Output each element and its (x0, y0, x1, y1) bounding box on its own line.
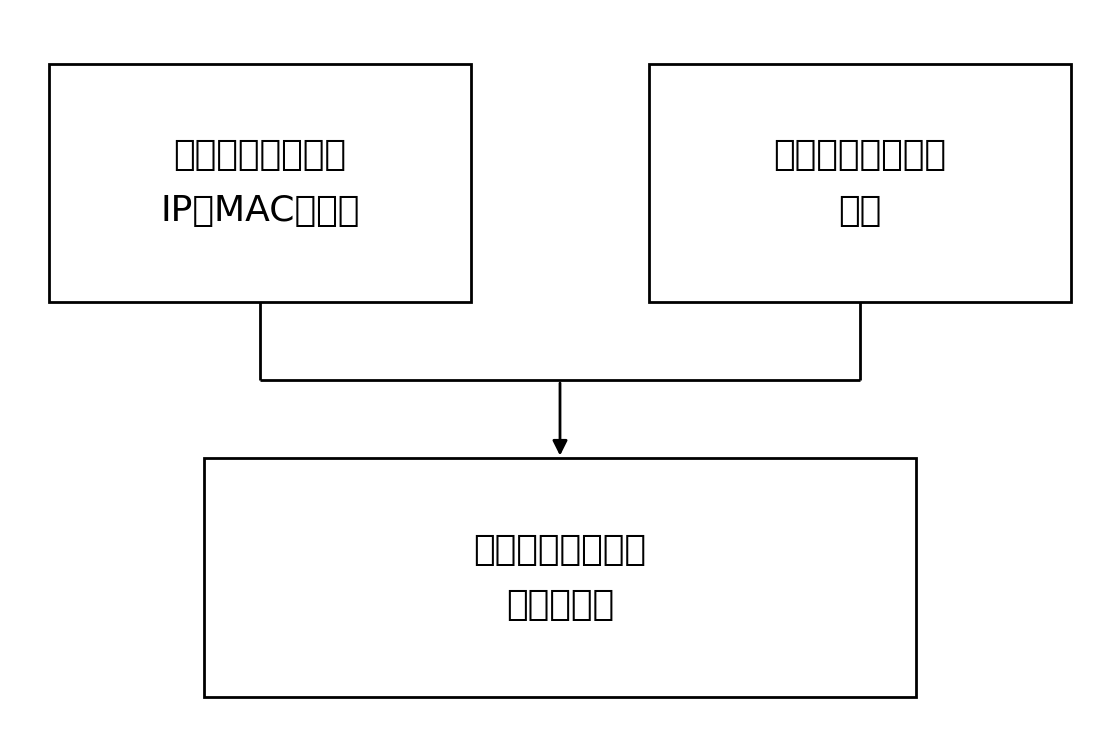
Text: 录入中央站并初始
化为未分配: 录入中央站并初始 化为未分配 (474, 533, 646, 623)
Text: 规划探头要使用的
IP、MAC地址端: 规划探头要使用的 IP、MAC地址端 (160, 138, 360, 227)
Bar (648, 64, 1072, 302)
Bar (48, 64, 472, 302)
Bar (204, 459, 916, 697)
Text: 规划服务器地址和
端口: 规划服务器地址和 端口 (774, 138, 946, 227)
